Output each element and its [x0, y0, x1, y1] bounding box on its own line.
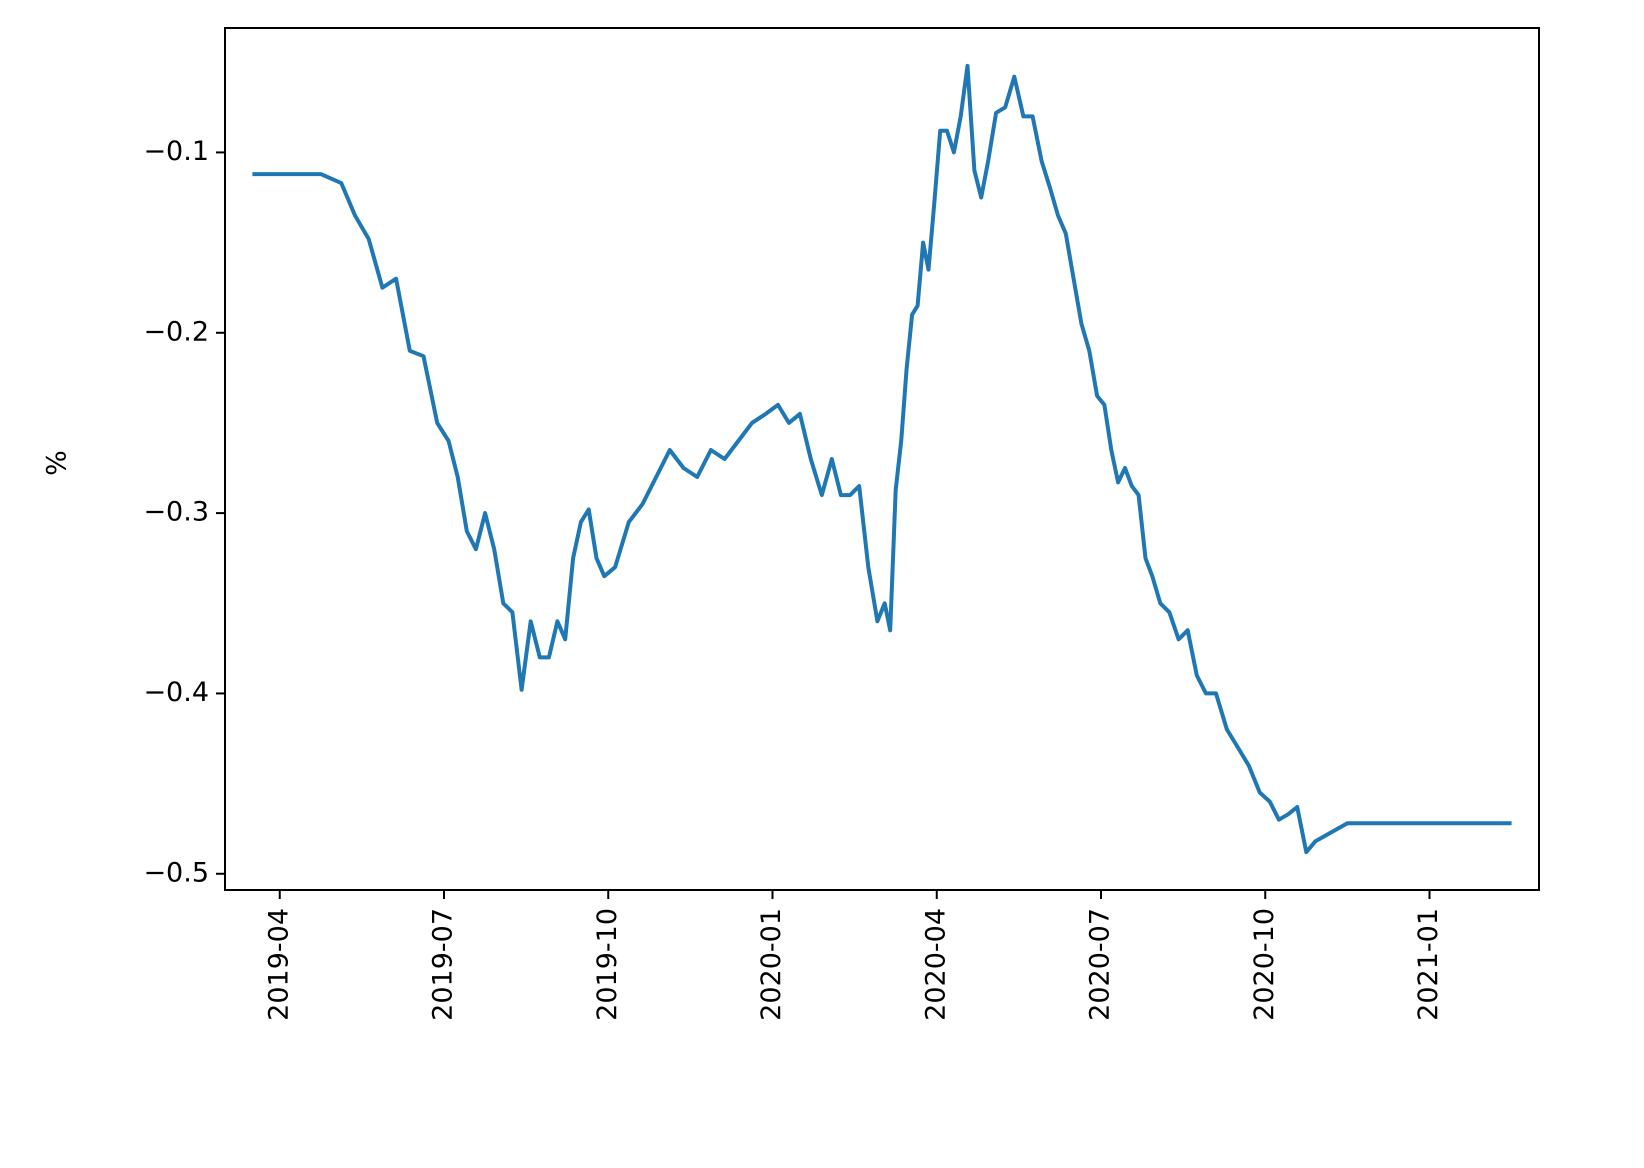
- x-tick-label: 2020-01: [756, 908, 787, 1021]
- x-tick-label: 2020-04: [920, 908, 951, 1021]
- x-tick-label: 2019-04: [263, 908, 294, 1021]
- y-tick-label: −0.3: [143, 497, 209, 528]
- y-axis-label: %: [42, 450, 73, 476]
- data-line: [252, 63, 1512, 855]
- y-tick-label: −0.5: [143, 857, 209, 888]
- y-tick-label: −0.2: [143, 316, 209, 347]
- y-tick-label: −0.4: [143, 677, 209, 708]
- x-tick-label: 2020-10: [1249, 908, 1280, 1021]
- y-tick-label: −0.1: [143, 136, 209, 167]
- x-tick-label: 2019-07: [428, 908, 459, 1021]
- plot-frame: [224, 27, 1540, 891]
- x-tick-label: 2019-10: [592, 908, 623, 1021]
- x-tick-label: 2021-01: [1413, 908, 1444, 1021]
- x-tick-label: 2020-07: [1085, 908, 1116, 1021]
